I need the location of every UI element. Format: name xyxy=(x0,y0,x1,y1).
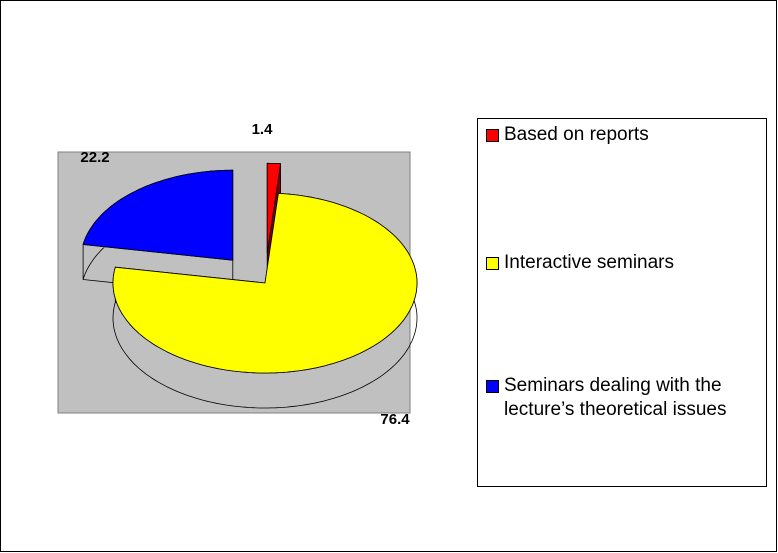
legend-swatch xyxy=(486,129,499,142)
slice xyxy=(82,169,234,261)
legend-swatch xyxy=(486,257,499,270)
legend-label: Seminars dealing with the lecture’s theo… xyxy=(504,375,727,420)
legend-label: Based on reports xyxy=(504,124,649,145)
legend-swatch xyxy=(486,380,499,393)
data-label: 22.2 xyxy=(80,149,109,166)
legend: Based on reports Interactive seminars Semi… xyxy=(477,118,767,487)
data-label: 76.4 xyxy=(380,411,410,428)
legend-label: Interactive seminars xyxy=(504,252,675,273)
slice xyxy=(266,162,281,254)
data-label: 1.4 xyxy=(252,121,274,138)
slice xyxy=(112,192,418,374)
